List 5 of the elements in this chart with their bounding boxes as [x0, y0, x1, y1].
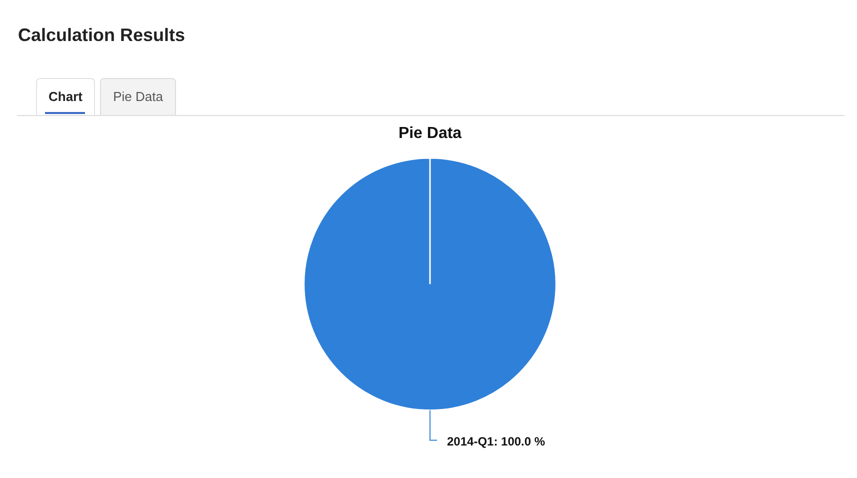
text: Pie Data — [113, 89, 163, 104]
chart-title: Pie Data — [398, 125, 462, 142]
slice-label: 2014-Q1: 100.0 % — [447, 434, 546, 449]
text: Chart — [48, 89, 82, 104]
text: Calculation Results — [18, 25, 186, 46]
